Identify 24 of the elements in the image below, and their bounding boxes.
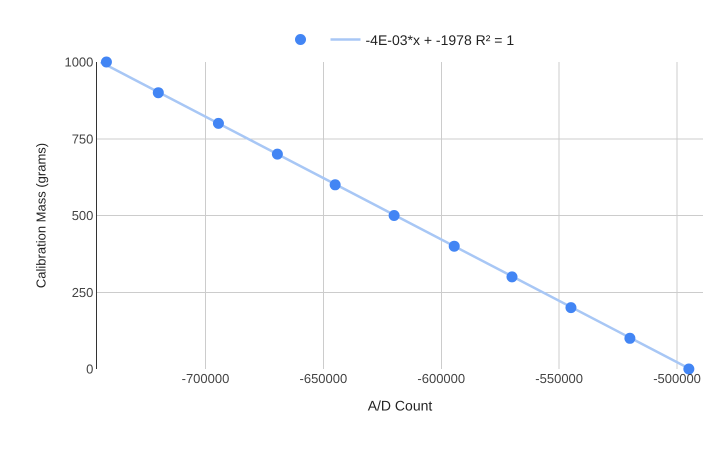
- point: [388, 210, 400, 221]
- y-tick-label: 1000: [64, 54, 94, 70]
- point: [565, 302, 576, 314]
- x-tick-label: -650000: [300, 371, 348, 386]
- x-tick-label: -700000: [182, 371, 230, 386]
- point: [272, 148, 283, 160]
- point: [683, 364, 694, 374]
- y-tick-label: 0: [86, 362, 94, 377]
- point: [152, 87, 164, 98]
- legend-label: -4E-03*x + -1978 R² = 1: [366, 32, 514, 48]
- x-tick-label: -500000: [653, 371, 701, 386]
- x-axis-title: A/D Count: [368, 397, 432, 414]
- point: [100, 56, 112, 68]
- point: [448, 240, 460, 252]
- point: [624, 332, 636, 344]
- point: [506, 271, 518, 282]
- y-axis-title: Calibration Mass (grams): [33, 142, 48, 288]
- point: [330, 179, 341, 190]
- y-tick-label: 500: [72, 208, 94, 224]
- y-tick-label: 250: [72, 284, 94, 300]
- x-tick-label: -550000: [535, 371, 584, 386]
- y-tick-label: 750: [72, 131, 94, 146]
- x-tick-label: -600000: [417, 371, 466, 386]
- point: [212, 118, 224, 129]
